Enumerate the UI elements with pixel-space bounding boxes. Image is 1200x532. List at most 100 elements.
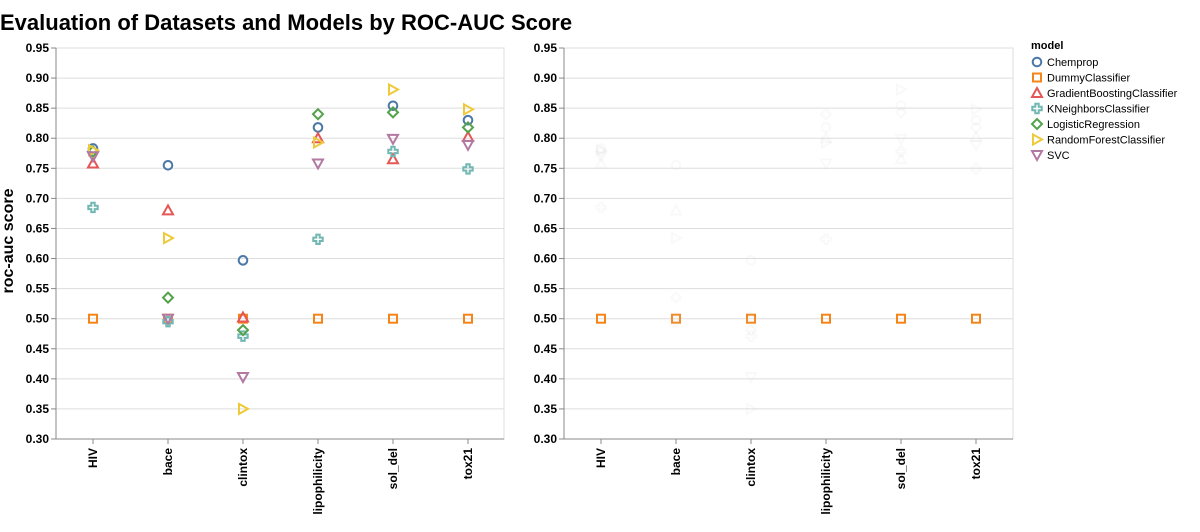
point-chemprop-sol_del <box>895 100 907 112</box>
y-tick-label: 0.50 <box>26 312 50 326</box>
point-randomforestclassifier-bace <box>163 231 176 245</box>
point-randomforestclassifier-bace <box>671 231 684 245</box>
panel-2: 0.95 0.90 0.85 0.80 0.75 0.70 0.65 0.60 0.55 0.50… <box>534 41 1014 515</box>
point-randomforestclassifier-clintox <box>746 402 759 416</box>
x-tick-label: lipophilicity <box>311 448 325 515</box>
x-tick-label: sol_del <box>386 448 400 489</box>
x-tick-label: tox21 <box>461 448 475 480</box>
y-tick-label: 0.85 <box>26 101 50 115</box>
point-chemprop-tox21 <box>970 114 982 126</box>
y-tick-label: 0.65 <box>26 221 50 235</box>
point-dummyclassifier-lipophilicity <box>313 313 323 324</box>
point-dummyclassifier-sol_del <box>388 313 398 324</box>
y-tick-label: 0.55 <box>26 282 50 296</box>
x-tick-label: bace <box>669 448 683 476</box>
point-kneighborsclassifier-tox21 <box>970 163 982 175</box>
point-chemprop-lipophilicity <box>312 122 324 133</box>
legend-item: LogisticRegression <box>1030 117 1140 131</box>
y-tick-label: 0.90 <box>534 71 558 85</box>
legend-symbol-logisticregression <box>1030 117 1044 131</box>
point-randomforestclassifier-lipophilicity <box>313 135 326 150</box>
point-kneighborsclassifier-hiv <box>595 201 607 214</box>
point-dummyclassifier-clintox <box>746 313 756 324</box>
y-tick-label: 0.80 <box>26 131 50 145</box>
y-tick-label: 0.35 <box>26 402 50 416</box>
point-svc-sol_del <box>386 133 400 146</box>
legend-item: GradientBoostingClassifier <box>1030 85 1178 100</box>
y-tick-label: 0.90 <box>26 71 50 85</box>
x-tick-label: clintox <box>744 448 758 487</box>
point-logisticregression-bace <box>161 291 175 305</box>
point-svc-lipophilicity <box>311 158 325 171</box>
point-gradientboostingclassifier-lipophilicity <box>819 131 833 144</box>
point-chemprop-clintox <box>237 255 249 266</box>
point-svc-lipophilicity <box>819 158 833 171</box>
point-chemprop-lipophilicity <box>820 122 832 133</box>
legend-label: SVC <box>1047 150 1070 162</box>
point-logisticregression-bace <box>669 291 683 305</box>
point-svc-bace <box>669 313 683 326</box>
point-dummyclassifier-hiv <box>88 313 98 324</box>
point-svc-tox21 <box>461 139 475 152</box>
point-gradientboostingclassifier-clintox <box>236 310 250 323</box>
y-tick-label: 0.40 <box>534 372 558 386</box>
point-gradientboostingclassifier-tox21 <box>969 129 983 143</box>
legend-label: KNeighborsClassifier <box>1047 104 1150 116</box>
point-gradientboostingclassifier-sol_del <box>386 152 400 165</box>
point-logisticregression-tox21 <box>461 120 475 134</box>
point-kneighborsclassifier-sol_del <box>895 145 907 158</box>
legend-label: GradientBoostingClassifier <box>1047 88 1178 100</box>
point-svc-tox21 <box>969 139 983 152</box>
point-logisticregression-lipophilicity <box>819 107 833 121</box>
legend-label: Chemprop <box>1047 57 1098 69</box>
data-points <box>594 82 984 416</box>
point-svc-hiv <box>594 151 608 164</box>
legend-symbol-kneighborsclassifier <box>1031 102 1043 115</box>
x-tick-label: bace <box>161 448 175 476</box>
y-gridlines <box>56 47 504 440</box>
plot-frame <box>563 47 1014 440</box>
point-logisticregression-hiv <box>594 145 608 158</box>
y-tick-label: 0.50 <box>534 312 558 326</box>
legend-item: RandomForestClassifier <box>1032 132 1165 147</box>
x-tick-label: HIV <box>594 448 608 468</box>
point-randomforestclassifier-clintox <box>238 402 251 416</box>
point-kneighborsclassifier-hiv <box>87 201 99 214</box>
point-gradientboostingclassifier-clintox <box>744 310 758 323</box>
panel-1: 0.95 0.90 0.85 0.80 0.75 0.70 0.65 0.60 0.55 0.50… <box>26 41 505 515</box>
y-tick-label: 0.45 <box>534 342 558 356</box>
point-kneighborsclassifier-lipophilicity <box>820 233 832 245</box>
legend-symbol-gradientboostingclassifier <box>1030 85 1044 98</box>
data-points <box>86 82 476 416</box>
legend: model Chemprop DummyClassifier GradientBoo… <box>1030 40 1178 163</box>
legend-item: SVC <box>1030 150 1070 163</box>
legend-symbol-dummyclassifier <box>1032 72 1042 83</box>
y-tick-label: 0.30 <box>534 432 558 446</box>
point-dummyclassifier-tox21 <box>463 313 473 324</box>
point-gradientboostingclassifier-hiv <box>594 156 608 169</box>
legend-symbol-svc <box>1030 150 1044 163</box>
point-svc-hiv <box>86 151 100 164</box>
y-tick-label: 0.75 <box>26 161 50 175</box>
legend-label: DummyClassifier <box>1047 73 1130 85</box>
legend-item: DummyClassifier <box>1032 72 1130 85</box>
point-chemprop-bace <box>162 160 174 171</box>
point-dummyclassifier-sol_del <box>896 313 906 324</box>
point-randomforestclassifier-tox21 <box>463 102 476 117</box>
y-tick-label: 0.60 <box>534 252 558 266</box>
point-gradientboostingclassifier-bace <box>669 203 683 216</box>
x-tick-label: HIV <box>86 448 100 468</box>
panels: 0.95 0.90 0.85 0.80 0.75 0.70 0.65 0.60 0.55 0.50… <box>26 41 1014 515</box>
point-chemprop-hiv <box>595 143 607 154</box>
legend-item: Chemprop <box>1031 56 1098 69</box>
point-gradientboostingclassifier-hiv <box>86 156 100 169</box>
y-tick-label: 0.55 <box>534 282 558 296</box>
y-tick-label: 0.70 <box>26 191 50 205</box>
y-tick-label: 0.60 <box>26 252 50 266</box>
point-dummyclassifier-bace <box>671 313 681 324</box>
legend-title: model <box>1031 40 1063 52</box>
y-gridlines <box>564 47 1013 440</box>
x-tick-label: sol_del <box>894 448 908 489</box>
point-svc-clintox <box>744 372 758 385</box>
